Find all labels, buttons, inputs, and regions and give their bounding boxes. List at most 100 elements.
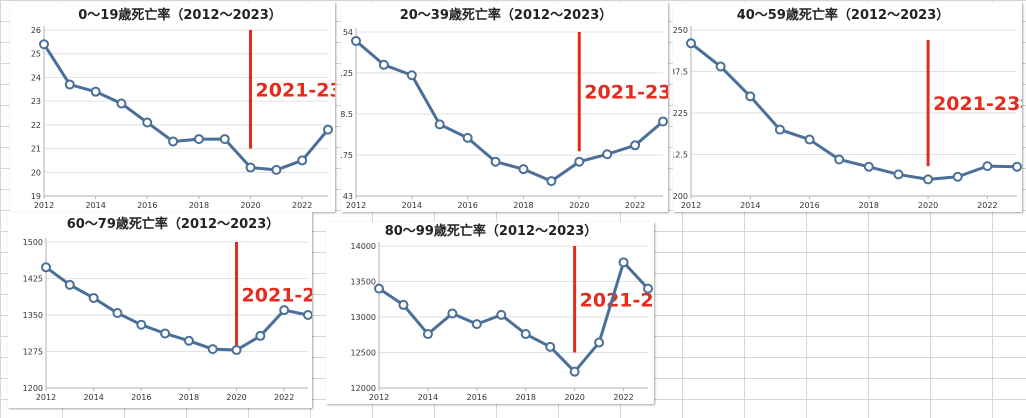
data-point (193, 134, 204, 145)
x-tick-label: 2020 (564, 393, 584, 402)
data-point (686, 38, 696, 49)
y-tick-label: 13000 (351, 313, 376, 322)
line-chart-age-60-79: 60〜79歳死亡率（2012〜2023） 1200 1275 1350 1425 150… (23, 216, 312, 402)
data-point (398, 299, 409, 310)
x-tick-label: 2016 (131, 393, 151, 402)
y-tick-label: 1350 (23, 311, 43, 320)
data-point (279, 305, 290, 316)
data-point (952, 171, 963, 182)
series-line (42, 43, 330, 172)
data-point (434, 119, 445, 130)
annotation-label: 2021-23年 (933, 92, 1022, 115)
chart-title: 40〜59歳死亡率（2012〜2023） (737, 7, 950, 23)
data-point (1012, 161, 1022, 172)
x-tick-label: 2020 (918, 201, 938, 210)
x-tick-label: 2018 (179, 393, 199, 402)
y-tick-label: 237.5 (673, 68, 688, 77)
y-tick-label: 24 (31, 73, 41, 82)
y-tick-label: 212.5 (673, 151, 688, 160)
x-tick-label: 2012 (346, 201, 366, 210)
data-point (374, 283, 384, 294)
annotation-label: 2021-23年 (580, 288, 654, 311)
data-point (518, 164, 529, 175)
chart-panel-age-0-19: 0〜19歳死亡率（2012〜2023） 19 20 21 22 23 24 25 26 2012… (10, 2, 335, 212)
data-point (863, 161, 874, 172)
x-tick-label: 2018 (189, 201, 209, 210)
data-point (496, 309, 507, 320)
x-tick-label: 2022 (274, 393, 294, 402)
chart-title: 0〜19歳死亡率（2012〜2023） (78, 7, 282, 23)
data-point (378, 59, 389, 70)
data-point (142, 117, 153, 128)
data-point (602, 149, 613, 160)
data-point (297, 155, 308, 166)
data-point (88, 292, 99, 303)
x-tick-label: 2016 (467, 393, 487, 402)
data-point (471, 319, 482, 330)
data-point (422, 329, 433, 340)
data-point (351, 35, 361, 46)
data-point (447, 308, 458, 319)
y-tick-label: 23 (31, 97, 41, 106)
data-point (715, 61, 726, 72)
data-point (594, 337, 605, 348)
x-tick-label: 2014 (83, 393, 103, 402)
x-tick-label: 2020 (240, 201, 260, 210)
x-tick-label: 2014 (402, 201, 422, 210)
data-point (323, 124, 333, 135)
series-line (378, 260, 650, 374)
series-line (355, 39, 664, 183)
x-tick-label: 2012 (681, 201, 701, 210)
data-point (183, 335, 194, 346)
x-tick-label: 2020 (569, 201, 589, 210)
data-point (231, 345, 242, 356)
data-point (630, 140, 641, 151)
data-point (804, 134, 815, 145)
y-tick-label: 22 (31, 121, 41, 130)
y-tick-label: 1275 (23, 348, 43, 357)
x-tick-label: 2012 (34, 201, 54, 210)
series-line (690, 42, 1018, 181)
y-tick-label: 25 (31, 50, 41, 59)
y-tick-label: 12000 (351, 384, 376, 393)
y-tick-label: 26 (31, 26, 41, 35)
x-tick-label: 2018 (516, 393, 536, 402)
data-point (207, 344, 218, 355)
data-point (90, 86, 101, 97)
data-point (64, 79, 75, 90)
annotation-label: 2021-23年 (242, 283, 312, 306)
data-point (745, 91, 756, 102)
data-point (618, 257, 629, 268)
line-chart-age-40-59: 40〜59歳死亡率（2012〜2023） 200 212.5 225 237.5 250… (673, 7, 1022, 210)
line-chart-age-0-19: 0〜19歳死亡率（2012〜2023） 19 20 21 22 23 24 25 26 2012… (31, 7, 335, 210)
y-tick-label: 1425 (23, 275, 43, 284)
data-point (546, 176, 557, 187)
y-tick-label: 225 (673, 109, 688, 118)
data-point (168, 136, 179, 147)
x-tick-label: 2022 (613, 393, 633, 402)
x-tick-label: 2014 (85, 201, 105, 210)
line-chart-age-80-99: 80〜99歳死亡率（2012〜2023） 12000 12500 13000 1350… (351, 223, 654, 402)
annotation-label: 2021-23年 (256, 78, 335, 101)
y-tick-label: 1200 (23, 384, 43, 393)
y-tick-label: 43 (343, 192, 353, 201)
chart-panel-age-60-79: 60〜79歳死亡率（2012〜2023） 1200 1275 1350 1425 150… (8, 212, 312, 408)
chart-panel-age-20-39: 20〜39歳死亡率（2012〜2023） 43 45.75 48.5 51.25 54 2… (341, 2, 668, 212)
data-point (569, 366, 580, 377)
y-tick-label: 54 (343, 28, 353, 37)
data-point (520, 329, 531, 340)
x-tick-label: 2022 (625, 201, 645, 210)
x-tick-label: 2012 (369, 393, 389, 402)
data-point (406, 70, 417, 81)
data-point (160, 328, 171, 339)
x-tick-label: 2018 (859, 201, 879, 210)
y-tick-label: 14000 (351, 242, 376, 251)
y-tick-label: 51.25 (341, 69, 353, 78)
data-point (923, 174, 934, 185)
data-point (112, 308, 123, 319)
data-point (271, 164, 282, 175)
data-point (774, 124, 785, 135)
chart-title: 80〜99歳死亡率（2012〜2023） (385, 223, 598, 239)
y-tick-label: 250 (673, 26, 688, 35)
data-point (303, 310, 312, 320)
